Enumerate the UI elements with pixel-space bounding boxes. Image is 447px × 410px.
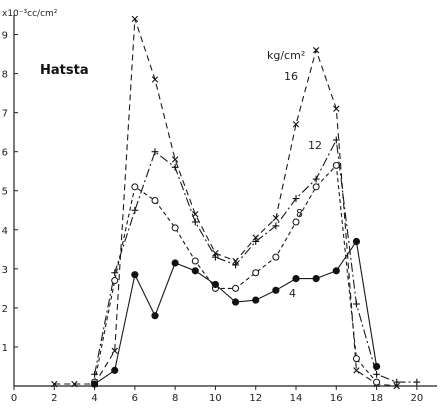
point-4-15 bbox=[312, 275, 320, 283]
x-tick-label-14: 14 bbox=[290, 393, 303, 404]
point-16-17 bbox=[353, 367, 360, 374]
point-12-4 bbox=[91, 370, 98, 378]
point-12-8 bbox=[171, 163, 179, 171]
point-16-8 bbox=[171, 156, 179, 163]
point-8-11 bbox=[232, 284, 240, 292]
point-4-8 bbox=[171, 259, 179, 267]
y-tick-label-1: 1 bbox=[2, 343, 8, 354]
point-16-14 bbox=[292, 121, 300, 128]
point-8-9 bbox=[191, 257, 199, 265]
y-tick-label-3: 3 bbox=[2, 265, 8, 276]
point-12-10 bbox=[212, 253, 219, 261]
point-12-12 bbox=[252, 238, 260, 245]
series-label-4: 4 bbox=[289, 287, 296, 300]
point-12-15 bbox=[312, 175, 320, 183]
point-4-6 bbox=[131, 271, 139, 279]
point-16-6 bbox=[131, 15, 139, 23]
series-label-12: 12 bbox=[308, 139, 322, 152]
point-12-17 bbox=[353, 300, 360, 308]
point-12-11 bbox=[232, 261, 239, 269]
series-4 bbox=[90, 237, 381, 388]
point-16-10 bbox=[212, 250, 219, 257]
point-8-17 bbox=[352, 355, 360, 363]
point-12-16 bbox=[332, 136, 340, 144]
point-8-12 bbox=[252, 269, 260, 277]
series-label-8: 8 bbox=[296, 207, 303, 220]
point-8-13 bbox=[272, 253, 280, 261]
point-4-11 bbox=[231, 298, 240, 306]
point-4-7 bbox=[151, 312, 159, 320]
point-4-14 bbox=[292, 275, 300, 283]
y-tick-label-6: 6 bbox=[2, 148, 8, 159]
y-tick-label-7: 7 bbox=[2, 109, 8, 120]
point-4-10 bbox=[211, 280, 220, 289]
point-16-19 bbox=[393, 382, 400, 390]
series-layer bbox=[51, 15, 421, 390]
x-tick-label-2: 2 bbox=[51, 393, 57, 404]
series-label-16: 16 bbox=[284, 70, 298, 83]
x-tick-label-16: 16 bbox=[330, 393, 343, 404]
point-12-6 bbox=[131, 206, 139, 214]
point-8-5 bbox=[111, 277, 119, 285]
point-12-13 bbox=[272, 222, 280, 230]
chart-title: Hatsta bbox=[40, 63, 89, 78]
x-tick-label-0: 0 bbox=[11, 393, 17, 404]
x-tick-label-6: 6 bbox=[132, 393, 138, 404]
point-16-5 bbox=[111, 347, 118, 355]
y-tick-label-9: 9 bbox=[2, 31, 8, 42]
y-axis-unit-label: x10⁻³cc/cm² bbox=[2, 9, 58, 19]
point-16-16 bbox=[333, 105, 340, 112]
point-16-2 bbox=[51, 380, 58, 388]
point-12-18 bbox=[373, 370, 380, 378]
point-8-15 bbox=[312, 183, 320, 191]
point-4-16 bbox=[332, 267, 340, 275]
y-tick-label-5: 5 bbox=[2, 187, 8, 198]
series-12 bbox=[91, 136, 421, 386]
x-tick-label-10: 10 bbox=[209, 393, 222, 404]
point-4-13 bbox=[272, 286, 280, 294]
series-line-16 bbox=[54, 18, 397, 387]
x-tick-label-20: 20 bbox=[410, 393, 423, 404]
y-tick-label-2: 2 bbox=[2, 304, 8, 315]
x-tick-label-4: 4 bbox=[91, 393, 97, 404]
series-16 bbox=[51, 15, 400, 390]
labels-layer: x10⁻³cc/cm² Hatsta kg/cm² 16 12 8 4 bbox=[2, 9, 322, 300]
point-4-17 bbox=[352, 237, 361, 246]
point-8-6 bbox=[131, 183, 139, 191]
point-4-18 bbox=[372, 362, 381, 371]
point-8-16 bbox=[332, 161, 340, 169]
point-16-13 bbox=[272, 214, 280, 222]
y-tick-label-4: 4 bbox=[2, 226, 8, 237]
point-12-20 bbox=[413, 378, 421, 386]
point-16-15 bbox=[312, 46, 320, 54]
y-tick-label-8: 8 bbox=[2, 70, 8, 81]
x-tick-label-8: 8 bbox=[172, 393, 178, 404]
series-line-12 bbox=[94, 138, 417, 383]
point-12-14 bbox=[292, 195, 300, 202]
point-4-9 bbox=[191, 267, 199, 275]
legend-unit-note: kg/cm² bbox=[267, 49, 305, 62]
point-4-5 bbox=[111, 366, 119, 374]
point-4-4 bbox=[90, 380, 99, 388]
point-12-9 bbox=[191, 218, 199, 226]
point-4-12 bbox=[252, 296, 260, 304]
point-8-8 bbox=[171, 224, 179, 232]
point-12-19 bbox=[393, 378, 401, 386]
point-16-3 bbox=[71, 380, 78, 388]
point-12-7 bbox=[151, 148, 159, 156]
point-16-7 bbox=[151, 76, 159, 83]
point-12-5 bbox=[111, 269, 119, 277]
x-tick-label-18: 18 bbox=[370, 393, 383, 404]
point-8-18 bbox=[373, 378, 381, 386]
point-8-14 bbox=[292, 218, 300, 226]
x-tick-label-12: 12 bbox=[249, 393, 262, 404]
point-8-7 bbox=[151, 197, 159, 204]
